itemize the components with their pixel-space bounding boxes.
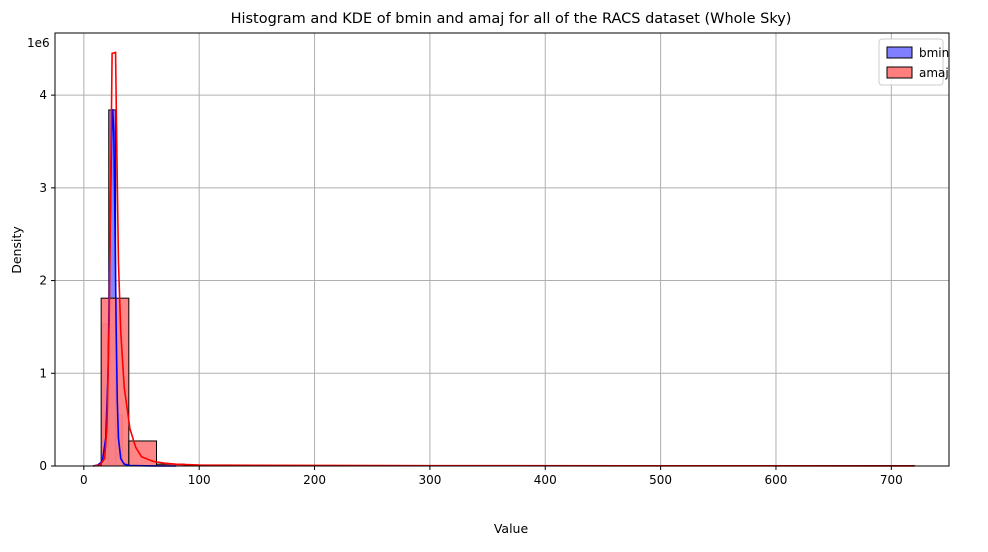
y-axis-label: Density [9,226,24,274]
x-tick-label: 500 [649,473,672,487]
x-tick-label: 700 [880,473,903,487]
legend-swatch-bmin [887,47,912,58]
x-tick-label: 600 [765,473,788,487]
x-axis-label: Value [494,521,529,536]
legend: bmin amaj [879,39,949,85]
bar-amaj [129,441,157,466]
kde-layer [93,52,914,466]
plot-frame [55,33,949,466]
y-tick-label: 4 [39,88,47,102]
bars-layer [101,110,914,466]
grid-layer [55,33,949,466]
x-tick-label: 300 [418,473,441,487]
x-tick-label: 100 [188,473,211,487]
kde-line-amaj [93,52,914,466]
y-tick-label: 2 [39,274,47,288]
legend-label-amaj: amaj [919,66,949,80]
ticks-layer: 0 100 200 300 400 500 600 700 0 1 2 3 4 [39,88,902,487]
y-offset-text: 1e6 [27,36,50,50]
x-tick-label: 0 [80,473,88,487]
x-tick-label: 200 [303,473,326,487]
y-tick-label: 0 [39,459,47,473]
legend-swatch-amaj [887,67,912,78]
x-tick-label: 400 [534,473,557,487]
chart-title: Histogram and KDE of bmin and amaj for a… [231,11,792,27]
legend-label-bmin: bmin [919,46,949,60]
y-tick-label: 3 [39,181,47,195]
y-tick-label: 1 [39,366,47,380]
